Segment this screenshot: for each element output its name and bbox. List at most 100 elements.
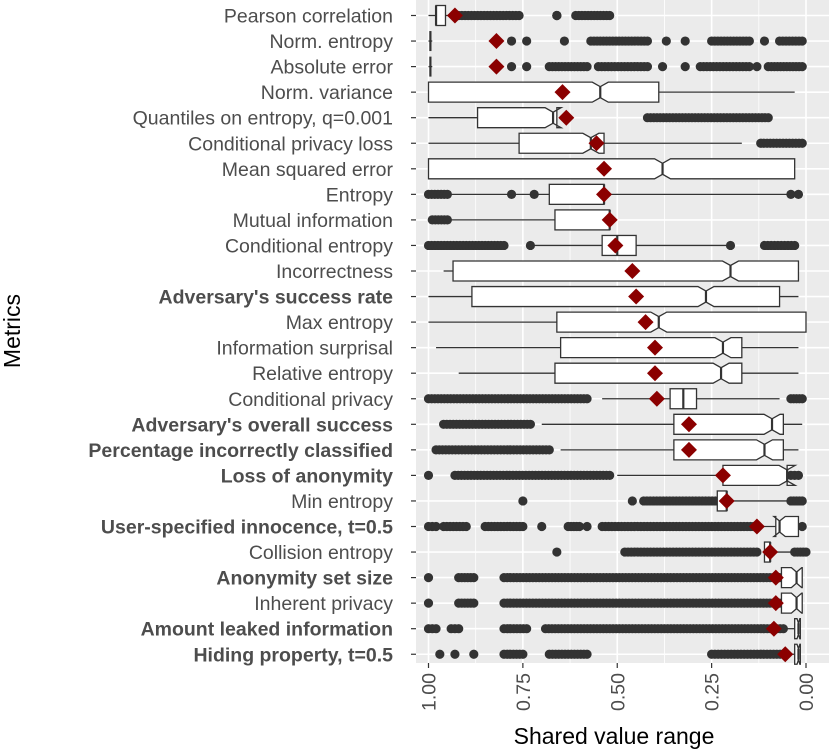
mean-marker <box>748 518 765 535</box>
outlier-group <box>506 36 807 46</box>
outlier-point <box>793 189 804 199</box>
mean-marker <box>596 160 613 177</box>
metric-label: Pearson correlation <box>224 6 393 28</box>
mean-marker <box>647 365 663 382</box>
outlier-group <box>423 189 804 199</box>
outlier-point <box>423 598 434 608</box>
box <box>476 107 564 129</box>
metric-labels: Pearson correlation Norm. entropy Absolute… <box>88 6 416 666</box>
mean-marker <box>628 288 645 305</box>
outlier-point <box>744 36 754 46</box>
metric-row <box>427 81 795 103</box>
outlier-point <box>797 36 807 46</box>
outlier-group <box>423 240 800 251</box>
mean-marker <box>488 33 505 50</box>
metric-label: Mutual information <box>233 210 393 232</box>
outlier-point <box>514 10 524 21</box>
outlier-point <box>469 598 479 608</box>
metric-label: Information surprisal <box>216 338 393 360</box>
box <box>556 311 807 333</box>
metric-label: Collision entropy <box>249 542 393 564</box>
metric-row <box>427 209 618 231</box>
outlier-group <box>423 573 785 583</box>
outlier-point <box>552 10 562 21</box>
outlier-point <box>801 547 811 557</box>
mean-marker <box>647 339 663 356</box>
outlier-point <box>442 189 452 199</box>
metric-row <box>423 618 801 640</box>
metric-row <box>431 439 799 461</box>
mean-marker <box>767 595 784 612</box>
metric-row <box>552 541 811 563</box>
outlier-point <box>423 470 434 480</box>
metric-row <box>423 464 804 487</box>
box <box>435 4 447 27</box>
metric-label: Relative entropy <box>252 363 393 385</box>
outlier-point <box>797 62 807 72</box>
outlier-point <box>763 113 773 123</box>
outlier-point <box>442 215 452 225</box>
metric-label: Mean squared error <box>222 159 394 181</box>
metric-row <box>423 592 803 614</box>
mean-marker <box>718 492 735 509</box>
metric-row <box>428 56 807 77</box>
box <box>722 464 798 487</box>
outlier-group <box>454 10 615 21</box>
outlier-point <box>605 10 615 21</box>
metric-label: Min entropy <box>291 491 393 513</box>
metric-label: Adversary's success rate <box>159 287 394 309</box>
outlier-point <box>759 36 770 46</box>
outlier-group <box>423 598 785 608</box>
y-axis-title: Metrics <box>0 294 25 368</box>
mean-marker <box>777 646 794 663</box>
mean-marker <box>554 84 571 101</box>
outlier-point <box>431 624 441 634</box>
metric-row <box>435 643 801 665</box>
outlier-point <box>657 62 668 72</box>
outlier-point <box>797 496 807 506</box>
outlier-point <box>605 470 615 480</box>
metric-label: Conditional privacy <box>228 389 393 411</box>
outlier-point <box>797 394 807 404</box>
outlier-group <box>439 419 536 429</box>
x-tick-label: 0.00 <box>796 673 818 711</box>
outlier-point <box>627 496 637 506</box>
outlier-point <box>797 521 807 532</box>
outlier-point <box>582 394 592 404</box>
outlier-point <box>797 138 807 148</box>
outlier-point <box>680 62 690 72</box>
metric-row <box>423 388 807 410</box>
outlier-point <box>778 624 788 634</box>
metric-row <box>518 490 807 512</box>
metric-row <box>428 107 773 129</box>
outlier-point <box>506 189 517 199</box>
mean-marker <box>765 620 782 637</box>
metric-row <box>423 515 807 538</box>
outlier-group <box>423 624 788 634</box>
mean-marker <box>624 263 641 279</box>
outlier-point <box>506 62 517 72</box>
metric-rows <box>423 4 811 665</box>
metric-label: Norm. variance <box>261 82 393 104</box>
box <box>673 439 784 461</box>
outlier-point <box>752 62 762 72</box>
metric-label: Conditional privacy loss <box>188 133 393 155</box>
box <box>780 566 803 589</box>
outlier-point <box>544 445 554 455</box>
mean-marker <box>762 544 779 561</box>
mean-marker <box>767 569 784 586</box>
metric-row <box>443 260 800 282</box>
outlier-point <box>525 419 536 429</box>
outlier-point <box>522 62 532 72</box>
mean-marker <box>637 314 654 331</box>
outlier-point <box>522 36 532 46</box>
outlier-group <box>642 113 773 123</box>
box <box>554 209 611 231</box>
x-tick-label: 0.75 <box>513 673 535 711</box>
outlier-point <box>661 36 671 46</box>
metric-label: User-specified innocence, t=0.5 <box>101 517 393 539</box>
mean-marker <box>488 58 505 75</box>
outlier-point <box>793 470 804 480</box>
outlier-point <box>469 649 479 659</box>
